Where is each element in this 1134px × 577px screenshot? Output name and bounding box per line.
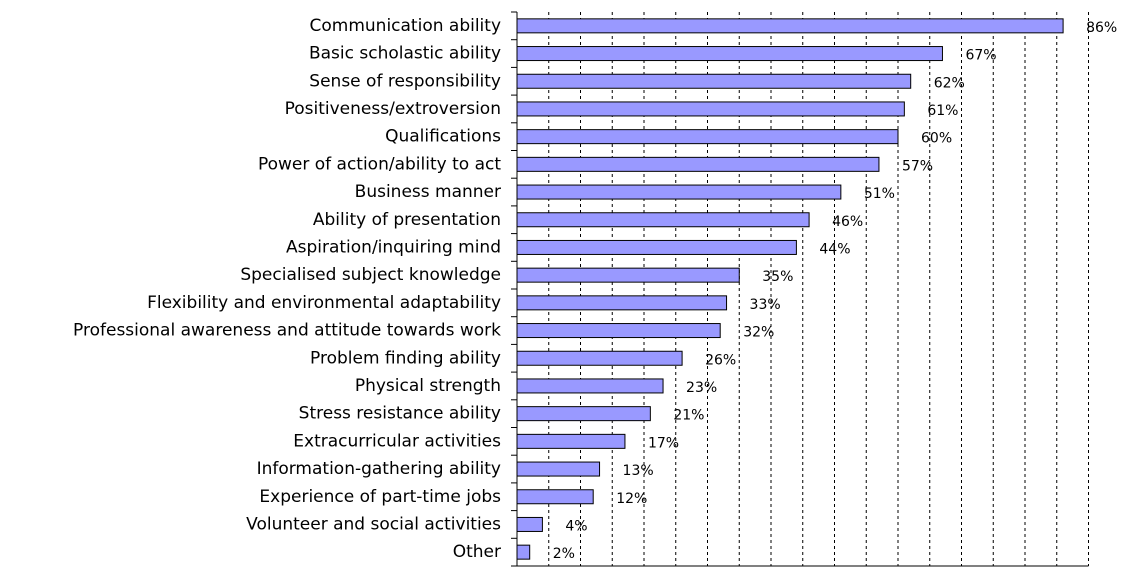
value-label: 60% (921, 131, 952, 147)
bar (516, 323, 721, 339)
y-tick-label: Power of action/ability to act (258, 154, 501, 174)
value-label: 13% (623, 463, 654, 479)
value-label: 23% (686, 380, 717, 396)
bar (516, 378, 664, 394)
y-tick-label: Problem finding ability (310, 348, 501, 368)
y-tick-label: Ability of presentation (313, 210, 501, 230)
y-tick-label: Physical strength (355, 376, 501, 396)
bar (516, 129, 899, 145)
bar (516, 46, 943, 62)
value-label: 26% (705, 352, 736, 368)
y-tick-label: Extracurricular activities (293, 431, 501, 451)
y-tick-label: Qualifications (385, 127, 501, 147)
bar (516, 516, 543, 532)
y-tick-label: Sense of responsibility (309, 71, 501, 91)
value-label: 4% (565, 518, 587, 534)
bar (516, 73, 912, 89)
value-label: 35% (762, 269, 793, 285)
value-label: 61% (927, 103, 958, 119)
bar (516, 212, 810, 228)
value-label: 32% (743, 325, 774, 341)
value-label: 67% (965, 48, 996, 64)
value-label: 46% (832, 214, 863, 230)
value-label: 57% (902, 158, 933, 174)
bar (516, 267, 740, 283)
y-tick-label: Positiveness/extroversion (285, 99, 501, 119)
bar (516, 544, 531, 560)
y-tick-label: Experience of part-time jobs (259, 487, 501, 507)
y-tick-label: Specialised subject knowledge (240, 265, 501, 285)
value-label: 62% (934, 75, 965, 91)
bar (516, 461, 601, 477)
y-tick-label: Stress resistance ability (299, 404, 501, 424)
y-tick-label: Business manner (355, 182, 501, 202)
value-label: 51% (864, 186, 895, 202)
y-tick-label: Basic scholastic ability (309, 44, 501, 64)
bar (516, 184, 842, 200)
y-tick-label: Professional awareness and attitude towa… (73, 321, 501, 341)
value-label: 17% (648, 435, 679, 451)
y-tick-label: Communication ability (310, 16, 502, 36)
bar (516, 433, 626, 449)
y-tick-label: Information-gathering ability (257, 459, 501, 479)
bar (516, 295, 728, 311)
value-label: 33% (750, 297, 781, 313)
y-tick-label: Flexibility and environmental adaptabili… (147, 293, 501, 313)
y-tick-label: Volunteer and social activities (246, 514, 501, 534)
bar (516, 406, 651, 422)
value-label: 44% (819, 241, 850, 257)
bar (516, 239, 797, 255)
bar (516, 101, 905, 117)
bar (516, 489, 594, 505)
bar (516, 156, 880, 172)
value-label: 21% (673, 408, 704, 424)
bar (516, 18, 1064, 34)
y-tick-label: Aspiration/inquiring mind (286, 237, 501, 257)
value-label: 2% (553, 546, 575, 562)
value-label: 86% (1086, 20, 1117, 36)
value-label: 12% (616, 491, 647, 507)
y-tick-label: Other (453, 542, 501, 562)
bar (516, 350, 683, 366)
